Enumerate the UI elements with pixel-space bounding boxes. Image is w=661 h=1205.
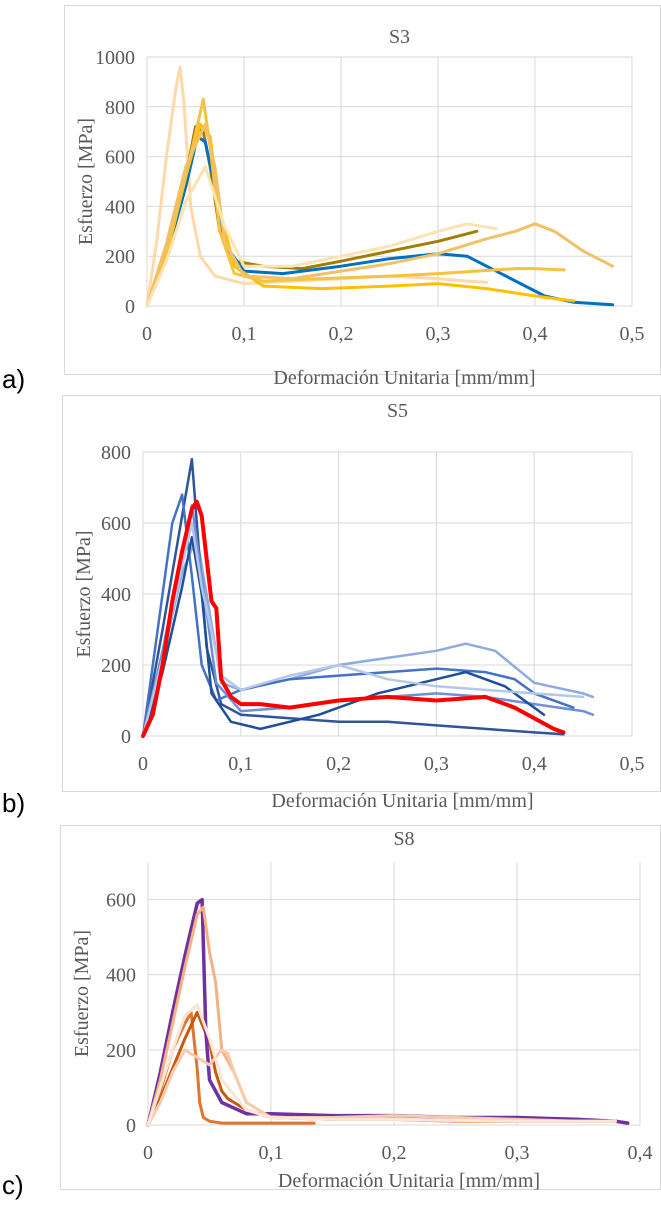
gridlines (147, 862, 641, 1126)
gridlines (142, 451, 633, 737)
series-group (141, 457, 595, 738)
y-tick-label: 400 (106, 965, 136, 987)
y-axis-label: Esfuerzo [MPa] (73, 530, 95, 657)
series-line-6 (146, 1003, 617, 1127)
y-tick-label: 1000 (95, 47, 135, 69)
series-line-7 (145, 165, 498, 308)
chart-s8: 0 200 400 600 0 0,1 0,2 0,3 0,4 S8 Deformación Uni… (71, 828, 653, 1192)
x-axis-label: Deformación Unitaria [mm/mm] (278, 1170, 540, 1192)
y-tick-label: 600 (106, 890, 136, 912)
y-tick-label: 200 (106, 1040, 136, 1062)
series-line-5 (146, 1048, 617, 1127)
y-tick-label: 400 (101, 584, 131, 606)
y-tick-label: 0 (121, 726, 131, 748)
y-tick-label: 400 (105, 196, 135, 218)
series-group (146, 897, 630, 1127)
x-tick-label: 0,3 (424, 753, 449, 775)
x-axis-label: Deformación Unitaria [mm/mm] (273, 367, 535, 389)
x-tick-label: 0,1 (228, 753, 253, 775)
series-line-2 (141, 457, 565, 738)
y-tick-label: 0 (125, 296, 135, 318)
x-tick-label: 0,4 (523, 323, 548, 345)
y-tick-label: 600 (101, 513, 131, 535)
chart-frame-c (60, 825, 661, 1190)
x-tick-label: 0,3 (426, 323, 451, 345)
x-tick-label: 0,4 (522, 753, 547, 775)
series-line-2 (146, 1010, 580, 1127)
chart-s3: 0 200 400 600 800 1000 0 0,1 0,2 0,3 0,4 0,5 S3 Defor… (75, 26, 645, 389)
x-tick-label: 0 (138, 753, 148, 775)
series-line-3 (146, 897, 630, 1127)
y-axis-label: Esfuerzo [MPa] (75, 118, 97, 245)
x-tick-label: 0,1 (232, 323, 257, 345)
chart-title: S3 (389, 26, 410, 48)
chart-title: S8 (393, 828, 414, 850)
series-line-3 (141, 493, 575, 738)
x-tick-label: 0,2 (326, 753, 351, 775)
y-tick-label: 0 (126, 1115, 136, 1137)
x-tick-label: 0,4 (628, 1142, 653, 1164)
x-tick-label: 0,2 (382, 1142, 407, 1164)
chart-panel-a: 0 200 400 600 800 1000 0 0,1 0,2 0,3 0,4 0,5 S3 Defor… (0, 0, 661, 395)
x-tick-label: 0,5 (620, 753, 645, 775)
series-line-1 (145, 65, 488, 308)
chart-s5: 0 200 400 600 800 0 0,1 0,2 0,3 0,4 0,5 S5 Deformaci… (73, 400, 645, 812)
series-line-7 (141, 499, 566, 738)
y-axis-label: Esfuerzo [MPa] (71, 930, 93, 1057)
panel-label-a: a) (2, 364, 26, 394)
y-tick-label: 800 (101, 442, 131, 464)
chart-title: S5 (387, 400, 408, 422)
panel-label-b: b) (2, 788, 26, 818)
y-tick-label: 800 (105, 97, 135, 119)
x-tick-label: 0,3 (505, 1142, 530, 1164)
series-line-6 (141, 521, 585, 738)
series-line-6 (145, 122, 615, 308)
series-line-5 (141, 535, 546, 738)
chart-panel-b: 0 200 400 600 800 0 0,1 0,2 0,3 0,4 0,5 S5 Deformaci… (0, 395, 661, 818)
chart-panel-c: 0 200 400 600 0 0,1 0,2 0,3 0,4 S8 Deformación Uni… (0, 825, 661, 1205)
x-tick-label: 0 (142, 323, 152, 345)
x-tick-label: 0,1 (259, 1142, 284, 1164)
x-tick-label: 0,5 (620, 323, 645, 345)
x-axis-label: Deformación Unitaria [mm/mm] (271, 790, 533, 812)
x-tick-label: 0,2 (329, 323, 354, 345)
y-tick-label: 600 (105, 147, 135, 169)
y-tick-label: 200 (101, 655, 131, 677)
series-group (145, 65, 615, 308)
y-tick-label: 200 (105, 246, 135, 268)
x-tick-label: 0 (143, 1142, 153, 1164)
panel-label-c: c) (2, 1170, 24, 1200)
